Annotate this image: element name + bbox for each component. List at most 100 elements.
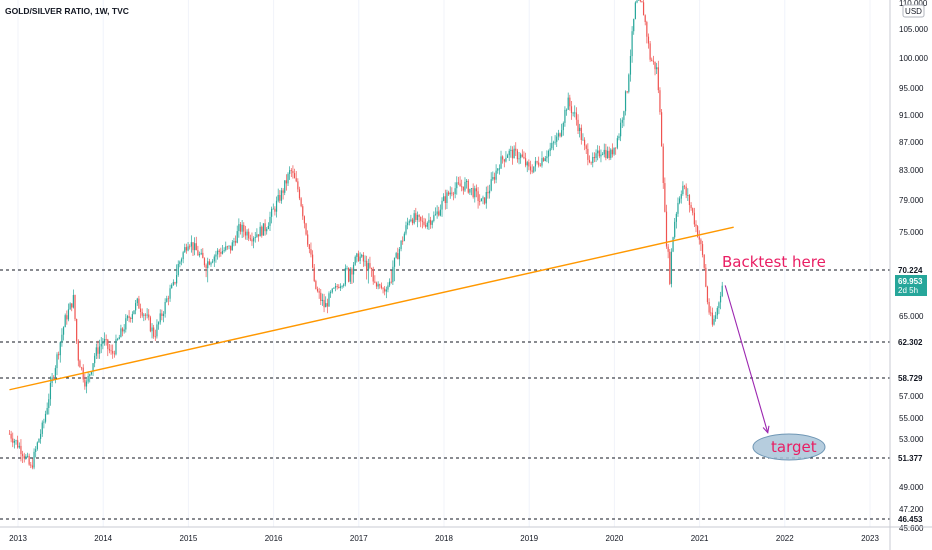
candle-body xyxy=(159,313,161,323)
candle-body xyxy=(662,146,664,183)
candle-body xyxy=(117,339,119,340)
candle-body xyxy=(615,147,617,149)
candle-body xyxy=(110,350,112,352)
time-tick-label: 2022 xyxy=(776,534,794,543)
candle-body xyxy=(387,285,389,290)
candle-body xyxy=(269,216,271,226)
candle-body xyxy=(447,192,450,195)
candle-body xyxy=(223,250,225,251)
candle-body xyxy=(525,158,527,166)
candle-body xyxy=(112,351,114,354)
price-tick-label: 95.000 xyxy=(899,84,924,93)
candle-body xyxy=(62,327,65,335)
candle-body xyxy=(488,190,491,194)
candle-body xyxy=(31,465,34,468)
candle-body xyxy=(77,341,79,361)
projection-arrow[interactable] xyxy=(724,285,770,434)
candle-body xyxy=(189,246,191,248)
price-tick-label: 49.000 xyxy=(899,483,924,492)
price-tick-label: 65.000 xyxy=(899,312,924,321)
candle-body xyxy=(121,328,124,332)
candle-body xyxy=(372,269,374,282)
candle-body xyxy=(693,212,695,225)
candle-body xyxy=(503,159,505,162)
price-tick-label: 87.000 xyxy=(899,138,924,147)
candle-body xyxy=(529,166,532,171)
candle-body xyxy=(646,22,648,37)
candle-body xyxy=(213,256,215,262)
candle-body xyxy=(582,139,584,141)
candle-body xyxy=(212,261,214,263)
candle-body xyxy=(375,282,378,287)
candle-body xyxy=(561,130,563,137)
projection-arrow-line xyxy=(724,285,769,433)
candle-body xyxy=(490,179,492,191)
candle-body xyxy=(380,285,383,288)
candle-body xyxy=(303,216,305,224)
candle-body xyxy=(487,192,489,194)
trendline[interactable] xyxy=(9,226,734,391)
candle-body xyxy=(267,225,269,229)
price-level-label: 46.453 xyxy=(898,515,923,524)
time-tick-label: 2020 xyxy=(606,534,624,543)
candle-body xyxy=(102,341,104,344)
candle-body xyxy=(328,293,330,307)
candle-body xyxy=(71,303,73,308)
candle-body xyxy=(672,237,674,252)
target-ellipse[interactable] xyxy=(752,433,826,461)
candle-body xyxy=(706,286,709,303)
candle-body xyxy=(67,309,70,320)
candle-body xyxy=(15,440,17,442)
candle-body xyxy=(562,123,564,131)
candle-body xyxy=(99,346,101,354)
candle-body xyxy=(665,211,668,247)
candle-body xyxy=(164,302,166,314)
candle-body xyxy=(451,192,453,194)
candle-body xyxy=(572,112,574,114)
candle-body xyxy=(534,161,537,167)
candle-body xyxy=(710,312,712,314)
candle-body xyxy=(683,185,686,187)
candle-body xyxy=(631,31,633,57)
candle-body xyxy=(403,233,405,241)
candle-body xyxy=(246,231,248,236)
candle-body xyxy=(321,299,324,301)
candle-body xyxy=(516,150,518,160)
candle-body xyxy=(659,90,661,113)
candle-body xyxy=(382,287,384,289)
candle-body xyxy=(515,148,517,151)
candle-body xyxy=(508,150,510,156)
candle-body xyxy=(461,186,463,188)
candle-body xyxy=(290,170,292,171)
candle-body xyxy=(131,314,133,319)
candle-body xyxy=(43,421,45,423)
currency-badge[interactable] xyxy=(902,4,925,18)
candle-body xyxy=(346,268,348,269)
candle-body xyxy=(202,252,204,259)
candle-body xyxy=(180,259,183,262)
candle-body xyxy=(703,254,705,268)
price-tick-label: 79.000 xyxy=(899,196,924,205)
candle-body xyxy=(210,262,212,265)
candle-body xyxy=(305,223,307,235)
candle-body xyxy=(239,224,242,232)
candle-body xyxy=(664,183,666,212)
candle-body xyxy=(426,222,428,227)
candle-body xyxy=(348,268,350,282)
candle-body xyxy=(466,180,468,182)
candle-body xyxy=(120,328,122,338)
candle-body xyxy=(538,162,540,166)
candle-body xyxy=(620,122,622,137)
candle-body xyxy=(151,327,153,332)
candle-body xyxy=(333,287,335,289)
time-axis[interactable]: 2013 2014 2015 2016 2017 2018 2019 2020 2021 2022… xyxy=(9,534,879,543)
candle-body xyxy=(198,254,201,256)
candle-body xyxy=(249,238,251,240)
candle-body xyxy=(234,241,237,243)
candle-body xyxy=(425,224,427,227)
candle-body xyxy=(85,381,88,387)
candle-body xyxy=(449,192,451,195)
candle-body xyxy=(89,374,91,376)
candle-body xyxy=(628,74,630,92)
